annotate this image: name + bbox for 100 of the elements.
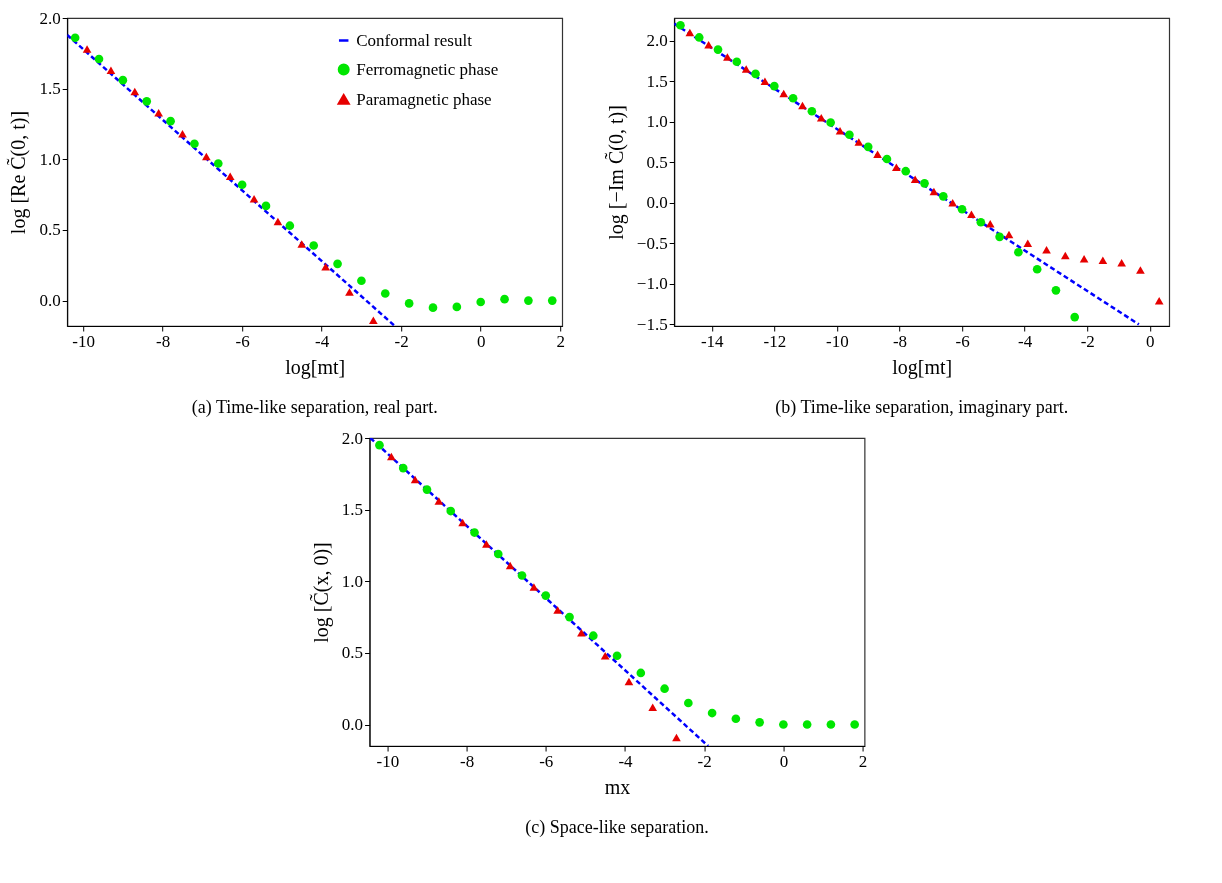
point: [741, 65, 751, 73]
point: [577, 629, 586, 637]
point: [850, 720, 859, 729]
point: [118, 75, 128, 85]
y-tick-label: −0.5: [636, 233, 668, 253]
point: [154, 108, 163, 117]
point: [1060, 251, 1070, 260]
x-tick-label: -10: [72, 331, 95, 351]
point: [476, 297, 486, 307]
point: [106, 66, 116, 75]
point: [273, 217, 283, 226]
point: [588, 631, 598, 641]
x-tick-label: 0: [1146, 331, 1155, 351]
point: [452, 302, 462, 312]
point: [612, 651, 622, 661]
x-tick-label: -14: [700, 331, 725, 351]
x-tick-label: 0: [779, 751, 789, 771]
point: [404, 299, 414, 308]
point: [798, 101, 807, 110]
point: [910, 175, 920, 184]
point: [261, 201, 271, 211]
point: [345, 288, 354, 296]
point: [505, 561, 515, 570]
point: [166, 116, 175, 126]
point: [565, 612, 574, 622]
point: [755, 718, 764, 727]
y-tick-label: 1.5: [341, 500, 364, 520]
point: [845, 130, 854, 140]
y-tick-label: 0.5: [646, 152, 668, 172]
text: (c) Space-like separation.: [525, 817, 709, 838]
x-tick-label: -6: [955, 331, 970, 351]
point: [1136, 266, 1145, 274]
point: [1051, 286, 1061, 295]
point: [202, 152, 211, 161]
point: [410, 475, 420, 484]
x-tick-label: -10: [826, 331, 849, 351]
point: [178, 130, 187, 138]
point: [524, 296, 533, 305]
x-tick-label: -2: [1080, 331, 1095, 351]
x-axis-title: log[mt]: [892, 355, 953, 379]
y-tick-label: 1.5: [646, 71, 668, 91]
point: [1004, 230, 1014, 239]
point: [249, 195, 259, 203]
legend-label: Ferromagnetic phase: [356, 59, 499, 79]
y-tick-label: 2.0: [39, 8, 61, 28]
x-tick-label: -8: [460, 751, 475, 771]
x-tick-label: -12: [763, 331, 787, 351]
point: [976, 217, 986, 227]
point: [835, 126, 845, 135]
point: [751, 69, 760, 79]
x-tick-label: 2: [556, 331, 565, 351]
point: [190, 139, 199, 149]
point: [770, 81, 779, 91]
point: [1117, 259, 1126, 267]
point: [142, 97, 152, 106]
x-tick-label: 0: [476, 331, 486, 351]
point: [422, 485, 432, 494]
point: [225, 172, 235, 180]
point: [321, 262, 330, 271]
point: [863, 142, 873, 152]
x-tick-label: -8: [156, 331, 171, 351]
point: [387, 452, 396, 461]
point: [816, 113, 826, 122]
point: [1023, 239, 1033, 248]
point: [713, 45, 723, 54]
point: [779, 89, 789, 98]
point: [482, 540, 491, 548]
point: [826, 118, 835, 127]
x-tick-label: -8: [892, 331, 908, 351]
y-tick-label: 1.0: [646, 112, 668, 132]
point: [723, 53, 732, 61]
point: [802, 720, 812, 729]
point: [707, 708, 717, 718]
point: [1070, 312, 1080, 322]
point: [636, 668, 646, 678]
point: [380, 289, 390, 298]
point: [541, 591, 551, 600]
point: [901, 166, 911, 176]
point: [237, 180, 247, 190]
y-tick-label: 0.0: [39, 291, 61, 311]
point: [807, 106, 817, 116]
point: [938, 191, 948, 201]
point: [309, 241, 319, 250]
x-tick-label: 2: [858, 751, 868, 771]
y-tick-label: −1.5: [636, 314, 668, 334]
point: [517, 571, 527, 580]
point: [1079, 254, 1089, 263]
point: [1014, 247, 1023, 257]
x-tick-label: -2: [697, 751, 712, 771]
point: [694, 33, 704, 42]
y-tick-label: 0.5: [341, 643, 364, 663]
point: [547, 296, 557, 305]
y-tick-label: −1.0: [636, 274, 668, 294]
x-tick-label: -2: [394, 331, 409, 351]
point: [529, 583, 539, 591]
point: [826, 720, 836, 729]
point: [967, 210, 976, 218]
point: [428, 303, 438, 312]
point: [434, 497, 444, 505]
y-tick-label: 1.0: [341, 571, 364, 591]
